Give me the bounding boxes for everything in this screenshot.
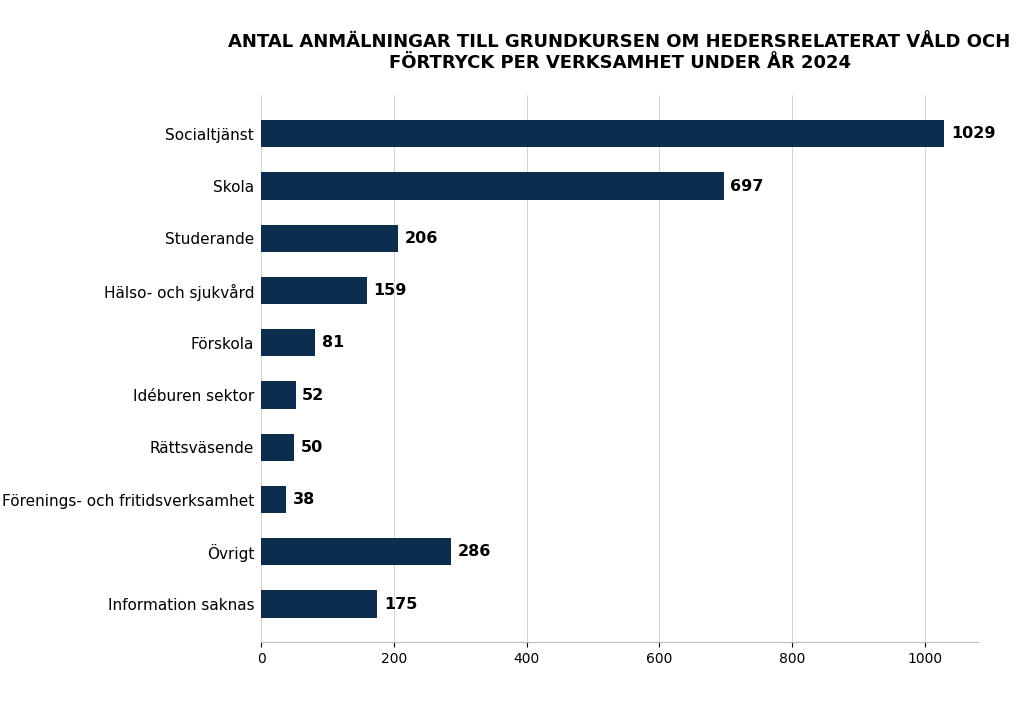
Bar — [261, 172, 724, 200]
Bar — [261, 120, 944, 148]
Text: 38: 38 — [293, 492, 315, 507]
Bar — [261, 538, 451, 566]
Bar — [261, 381, 296, 409]
Bar — [261, 329, 315, 357]
Text: 52: 52 — [302, 388, 325, 402]
Bar — [261, 225, 398, 252]
Text: 175: 175 — [384, 597, 418, 611]
Bar — [261, 486, 287, 513]
Title: ANTAL ANMÄLNINGAR TILL GRUNDKURSEN OM HEDERSRELATERAT VÅLD OCH
FÖRTRYCK PER VERK: ANTAL ANMÄLNINGAR TILL GRUNDKURSEN OM HE… — [228, 32, 1011, 71]
Text: 159: 159 — [374, 283, 407, 298]
Text: 206: 206 — [404, 231, 438, 246]
Text: 50: 50 — [301, 440, 324, 455]
Text: 697: 697 — [730, 179, 764, 193]
Text: 1029: 1029 — [950, 126, 995, 141]
Bar — [261, 590, 377, 618]
Text: 81: 81 — [322, 335, 344, 350]
Bar — [261, 277, 367, 304]
Bar — [261, 433, 294, 461]
Text: 286: 286 — [458, 544, 490, 559]
